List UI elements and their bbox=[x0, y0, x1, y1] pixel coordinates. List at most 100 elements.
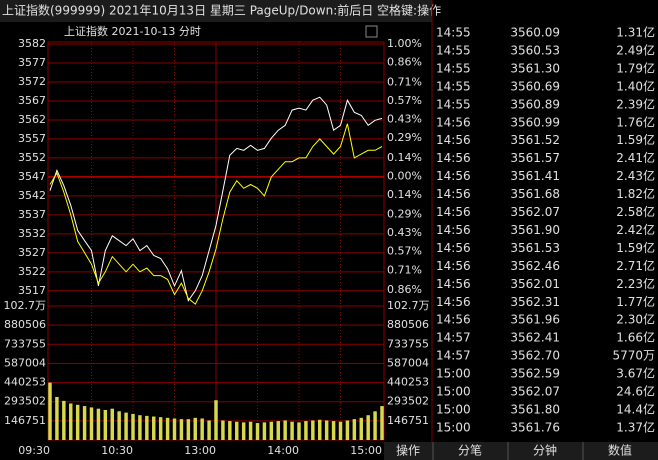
trade-price: 3560.53 bbox=[510, 43, 560, 57]
trade-time: 14:56 bbox=[436, 313, 471, 327]
volume-tick-label: 733755 bbox=[387, 337, 429, 350]
trade-volume: 24.6亿 bbox=[616, 384, 655, 399]
volume-bar bbox=[380, 406, 384, 440]
chart-title: 上证指数 2021-10-13 分时 bbox=[64, 24, 201, 38]
trade-volume: 1.59亿 bbox=[616, 240, 655, 255]
trade-volume: 3.67亿 bbox=[616, 366, 655, 381]
trade-time: 14:56 bbox=[436, 205, 471, 219]
trade-volume: 14.4亿 bbox=[616, 401, 655, 416]
volume-bar bbox=[179, 419, 184, 440]
trade-price: 3560.09 bbox=[510, 26, 560, 40]
y-tick-label: 3582 bbox=[18, 37, 46, 50]
trade-volume: 1.77亿 bbox=[616, 294, 655, 309]
trade-price: 3561.52 bbox=[510, 133, 560, 147]
trade-price: 3561.96 bbox=[510, 313, 560, 327]
tab-bar bbox=[384, 442, 658, 460]
y-tick-label: 3567 bbox=[18, 94, 46, 107]
trade-price: 3560.89 bbox=[510, 97, 560, 111]
x-tick-label: 14:00 bbox=[267, 444, 299, 457]
trade-volume: 5770万 bbox=[612, 349, 655, 363]
volume-bar bbox=[214, 400, 218, 440]
trade-price: 3561.90 bbox=[510, 223, 560, 237]
volume-bar bbox=[311, 420, 315, 440]
trade-time: 14:56 bbox=[436, 115, 471, 129]
trade-price: 3561.57 bbox=[510, 151, 560, 165]
y2-tick-label: 0.43% bbox=[387, 112, 422, 125]
y2-tick-label: 0.86% bbox=[387, 283, 422, 296]
y-tick-label: 3562 bbox=[18, 113, 46, 126]
volume-bar bbox=[117, 411, 121, 440]
trade-volume: 1.82亿 bbox=[616, 186, 655, 201]
y-tick-label: 3557 bbox=[18, 132, 46, 145]
volume-bar bbox=[345, 420, 350, 440]
tab[interactable]: 操作 bbox=[396, 443, 420, 458]
trade-time: 15:00 bbox=[436, 385, 471, 399]
trade-volume: 2.42亿 bbox=[616, 222, 655, 237]
volume-bar bbox=[152, 416, 156, 440]
volume-bar bbox=[235, 421, 239, 440]
trade-price: 3561.68 bbox=[510, 187, 560, 201]
trade-price: 3561.80 bbox=[510, 402, 560, 416]
volume-bar bbox=[366, 415, 370, 440]
trade-volume: 2.71亿 bbox=[616, 258, 655, 273]
trade-price: 3560.69 bbox=[510, 79, 560, 93]
trade-price: 3562.07 bbox=[510, 385, 560, 399]
trade-price: 3562.59 bbox=[510, 367, 560, 381]
y-tick-label: 3517 bbox=[18, 284, 46, 297]
x-tick-label: 13:00 bbox=[184, 444, 216, 457]
volume-bar bbox=[276, 421, 280, 440]
trade-price: 3562.31 bbox=[510, 295, 560, 309]
volume-bar bbox=[318, 419, 322, 440]
volume-bar bbox=[331, 421, 336, 440]
trade-time: 14:56 bbox=[436, 169, 471, 183]
trade-volume: 1.40亿 bbox=[616, 78, 655, 93]
trade-price: 3561.76 bbox=[510, 420, 560, 434]
tab[interactable]: 分笔 bbox=[458, 443, 482, 458]
volume-bar bbox=[248, 421, 253, 440]
trade-time: 15:00 bbox=[436, 420, 471, 434]
y2-tick-label: 0.14% bbox=[387, 151, 422, 164]
volume-bar bbox=[103, 409, 108, 440]
trade-volume: 2.49亿 bbox=[616, 42, 655, 57]
trade-time: 15:00 bbox=[436, 402, 471, 416]
volume-bar bbox=[304, 421, 308, 440]
y2-tick-label: 0.71% bbox=[387, 263, 422, 276]
trade-time: 14:55 bbox=[436, 79, 471, 93]
volume-bar bbox=[48, 382, 52, 440]
trade-price: 3562.70 bbox=[510, 349, 560, 363]
volume-tick-label: 440253 bbox=[387, 376, 429, 389]
tab[interactable]: 数值 bbox=[608, 443, 632, 458]
trade-volume: 1.31亿 bbox=[616, 25, 655, 40]
volume-tick-label: 293502 bbox=[4, 395, 46, 408]
volume-bar bbox=[373, 411, 377, 440]
trade-volume: 1.59亿 bbox=[616, 132, 655, 147]
volume-bar bbox=[338, 421, 343, 440]
volume-bar bbox=[145, 415, 149, 440]
volume-tick-label: 102.7万 bbox=[4, 299, 47, 312]
y2-tick-label: 1.00% bbox=[387, 37, 422, 50]
volume-bar bbox=[75, 404, 80, 440]
volume-bar bbox=[55, 396, 59, 440]
header-bar bbox=[0, 0, 432, 22]
x-tick-label: 15:00 bbox=[350, 444, 382, 457]
trade-volume: 1.66亿 bbox=[616, 330, 655, 345]
trade-time: 14:56 bbox=[436, 277, 471, 291]
volume-tick-label: 102.7万 bbox=[387, 299, 430, 312]
panel-button[interactable] bbox=[365, 25, 378, 38]
volume-tick-label: 587004 bbox=[4, 356, 46, 369]
y-tick-label: 3572 bbox=[18, 75, 46, 88]
volume-tick-label: 293502 bbox=[387, 395, 429, 408]
price-line bbox=[49, 96, 383, 302]
trade-volume: 2.41亿 bbox=[616, 150, 655, 165]
volume-bar bbox=[221, 420, 225, 440]
trade-time: 14:55 bbox=[436, 97, 471, 111]
tab[interactable]: 分钟 bbox=[533, 443, 557, 458]
trade-volume: 2.23亿 bbox=[616, 276, 655, 291]
volume-bar bbox=[186, 419, 191, 440]
trade-time: 14:55 bbox=[436, 43, 471, 57]
trade-volume: 1.76亿 bbox=[616, 114, 655, 129]
y2-tick-label: 0.00% bbox=[387, 169, 422, 182]
volume-tick-label: 146751 bbox=[4, 414, 46, 427]
